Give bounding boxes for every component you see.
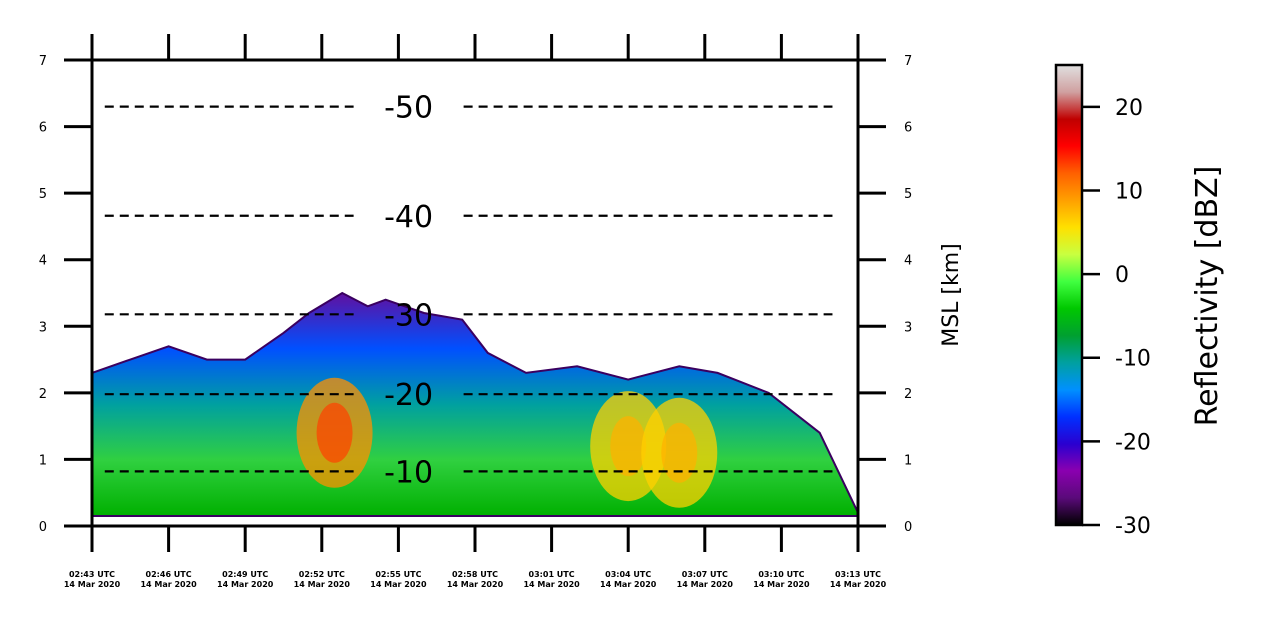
x-tick-label-time: 03:01 UTC: [529, 570, 575, 579]
y-tick-label: 4: [39, 254, 47, 269]
x-tick-label-date: 14 Mar 2020: [753, 580, 810, 589]
colorbar-gradient: [1054, 63, 1084, 527]
reflectivity-core-center: [610, 416, 647, 477]
colorbar-tick-label: 20: [1115, 96, 1143, 121]
isotherm-label: -20: [384, 378, 433, 413]
colorbar-tick-label: 0: [1115, 263, 1129, 288]
y-tick-label: 5: [39, 187, 47, 202]
isotherm-label: -30: [384, 298, 433, 333]
y-tick-label-right: 7: [904, 54, 912, 69]
x-tick-label-time: 02:43 UTC: [69, 570, 115, 579]
y-tick-label-right: 6: [904, 121, 912, 136]
colorbar-tick-label: 10: [1115, 179, 1143, 204]
x-tick-label-date: 14 Mar 2020: [217, 580, 274, 589]
y-tick-label: 7: [39, 54, 47, 69]
x-tick-label-date: 14 Mar 2020: [370, 580, 427, 589]
colorbar-tick-label: -20: [1115, 430, 1151, 455]
isotherm-label: -10: [384, 455, 433, 490]
y-tick-label-right: 1: [904, 453, 912, 468]
y-tick-label-right: 2: [904, 387, 912, 402]
x-tick-label-date: 14 Mar 2020: [294, 580, 351, 589]
x-tick-label-time: 02:58 UTC: [452, 570, 498, 579]
right-y-axis-label: MSL [km]: [939, 243, 964, 347]
x-tick-label-date: 14 Mar 2020: [677, 580, 734, 589]
x-tick-label-time: 02:52 UTC: [299, 570, 345, 579]
x-tick-label-date: 14 Mar 2020: [600, 580, 657, 589]
colorbar: -30 -20 -10 0 10 20 Reflectivity [dBZ]: [1054, 63, 1225, 539]
isotherm-label: -50: [384, 91, 433, 126]
y-tick-label: 0: [39, 520, 47, 535]
x-tick-label-date: 14 Mar 2020: [523, 580, 580, 589]
reflectivity-echo-layer: [92, 291, 858, 518]
reflectivity-core-center: [661, 422, 698, 483]
y-tick-label: 6: [39, 121, 47, 136]
x-tick-label-time: 03:10 UTC: [758, 570, 804, 579]
x-tick-label-time: 03:04 UTC: [605, 570, 651, 579]
x-tick-label-time: 02:46 UTC: [146, 570, 192, 579]
isotherm-layer: -10 -20 -30 -40 -50: [104, 91, 833, 490]
isotherm-label: -40: [384, 200, 433, 235]
echo-region: [92, 291, 858, 518]
x-tick-label-time: 02:55 UTC: [375, 570, 421, 579]
reflectivity-core-center: [316, 402, 353, 463]
colorbar-tick-label: -30: [1115, 514, 1151, 539]
colorbar-ticks: -30 -20 -10 0 10 20: [1082, 96, 1151, 539]
left-y-ticks: 0 1 2 3 4 5 6 7: [39, 54, 92, 535]
x-tick-label-date: 14 Mar 2020: [447, 580, 504, 589]
y-tick-label-right: 5: [904, 187, 912, 202]
y-tick-label: 1: [39, 453, 47, 468]
y-tick-label-right: 0: [904, 520, 912, 535]
x-tick-label-date: 14 Mar 2020: [64, 580, 121, 589]
x-tick-label-time: 03:07 UTC: [682, 570, 728, 579]
y-tick-label-right: 3: [904, 320, 912, 335]
x-tick-label-time: 02:49 UTC: [222, 570, 268, 579]
y-tick-label: 2: [39, 387, 47, 402]
colorbar-title: Reflectivity [dBZ]: [1190, 166, 1225, 427]
y-tick-label: 3: [39, 320, 47, 335]
plot-area: -10 -20 -30 -40 -50 0 1 2 3 4 5 6 7 0 1 2 3 4 5 6 7 02:43 …: [39, 34, 912, 589]
x-tick-label-date: 14 Mar 2020: [140, 580, 197, 589]
y-tick-label-right: 4: [904, 254, 912, 269]
right-y-ticks: 0 1 2 3 4 5 6 7: [858, 54, 912, 535]
colorbar-tick-label: -10: [1115, 347, 1151, 372]
x-tick-label-time: 03:13 UTC: [835, 570, 881, 579]
x-tick-label-date: 14 Mar 2020: [830, 580, 887, 589]
